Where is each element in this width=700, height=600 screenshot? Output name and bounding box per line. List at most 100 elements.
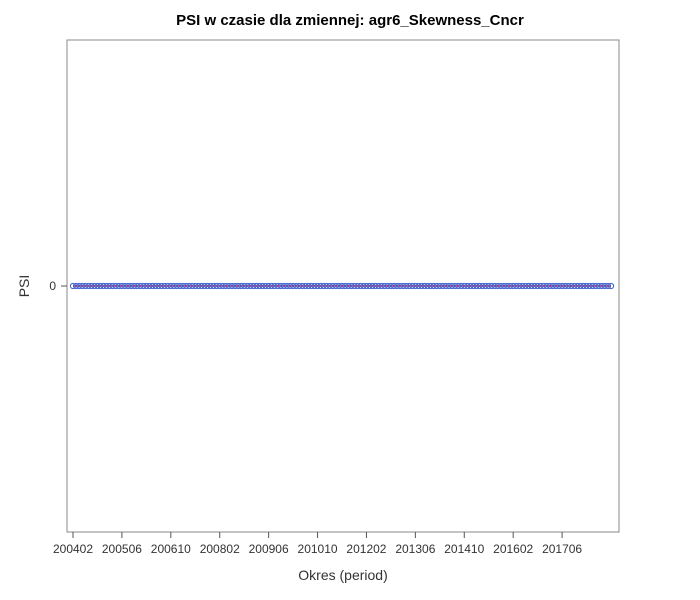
data-point <box>225 282 232 290</box>
data-point <box>164 282 171 290</box>
data-point <box>534 282 541 290</box>
data-point <box>381 282 388 290</box>
data-point <box>458 282 465 290</box>
data-point <box>140 282 147 290</box>
data-point <box>378 282 385 290</box>
data-point <box>565 282 572 290</box>
data-point <box>500 282 508 290</box>
data-point <box>384 282 391 290</box>
x-tick-label: 201602 <box>493 542 533 556</box>
data-point <box>589 282 596 290</box>
data-point <box>137 282 144 290</box>
data-point <box>170 282 177 290</box>
data-point <box>497 282 505 290</box>
data-point <box>507 282 514 290</box>
data-point <box>79 282 86 290</box>
data-point <box>213 282 220 290</box>
data-point <box>161 282 168 290</box>
data-point <box>464 282 471 290</box>
data-point <box>503 282 511 290</box>
data-point <box>409 282 416 290</box>
data-point <box>341 282 349 290</box>
data-point <box>351 282 358 290</box>
data-point <box>97 282 104 290</box>
data-point <box>259 282 266 290</box>
data-point <box>265 282 272 290</box>
data-point <box>256 282 263 290</box>
data-point <box>360 282 367 290</box>
data-point <box>143 282 150 290</box>
data-point <box>445 282 453 290</box>
data-point <box>167 282 174 290</box>
data-point <box>109 282 116 290</box>
data-point <box>586 282 593 290</box>
data-point <box>494 282 501 290</box>
x-tick-label: 201410 <box>444 542 484 556</box>
data-point <box>131 282 138 290</box>
data-point <box>442 282 450 290</box>
data-point <box>85 282 92 290</box>
data-point <box>241 282 248 290</box>
data-point <box>568 282 575 290</box>
data-point <box>485 282 492 290</box>
data-point <box>192 282 199 290</box>
data-point <box>363 282 370 290</box>
data-point <box>308 282 315 290</box>
data-point <box>461 282 468 290</box>
data-point <box>115 282 122 290</box>
data-point <box>88 282 95 290</box>
data-point <box>354 282 361 290</box>
data-point <box>421 282 428 290</box>
data-point <box>473 282 480 290</box>
data-point <box>513 282 520 290</box>
x-tick-label: 201306 <box>395 542 435 556</box>
data-point <box>562 282 569 290</box>
data-point <box>253 282 260 290</box>
data-point <box>604 282 612 290</box>
data-point <box>186 282 193 290</box>
chart-title: PSI w czasie dla zmiennej: agr6_Skewness… <box>176 12 524 29</box>
data-point <box>201 282 208 290</box>
data-point <box>357 282 364 290</box>
data-point <box>302 282 309 290</box>
data-point <box>152 282 159 290</box>
data-point <box>393 282 401 290</box>
data-point <box>244 282 251 290</box>
data-point <box>69 282 77 290</box>
data-point <box>366 282 373 290</box>
data-point <box>335 282 343 290</box>
data-point <box>519 282 526 290</box>
data-point <box>522 282 529 290</box>
data-point <box>329 282 336 290</box>
data-point <box>543 282 550 290</box>
data-point <box>72 282 80 290</box>
data-point <box>76 282 83 290</box>
data-point <box>149 282 156 290</box>
data-point <box>103 282 110 290</box>
data-point <box>540 282 547 290</box>
x-axis-ticks: 200402 200506 200610 200802 200906 201010 2012… <box>53 532 582 556</box>
data-point <box>222 282 229 290</box>
data-point <box>176 282 184 290</box>
x-tick-label: 201706 <box>542 542 582 556</box>
data-point <box>418 282 425 290</box>
data-point <box>415 282 422 290</box>
data-point <box>121 282 129 290</box>
data-point <box>580 282 587 290</box>
data-point <box>574 282 581 290</box>
data-point <box>516 282 523 290</box>
data-point <box>183 282 190 290</box>
data-point <box>268 282 275 290</box>
data-point <box>94 282 101 290</box>
data-point <box>436 282 443 290</box>
data-point <box>118 282 126 290</box>
series-layer <box>69 282 615 290</box>
data-point <box>274 282 281 290</box>
data-point <box>127 282 135 290</box>
data-point <box>470 282 477 290</box>
data-point <box>387 282 395 290</box>
data-point <box>286 282 294 290</box>
data-point <box>372 282 379 290</box>
data-point <box>332 282 339 290</box>
